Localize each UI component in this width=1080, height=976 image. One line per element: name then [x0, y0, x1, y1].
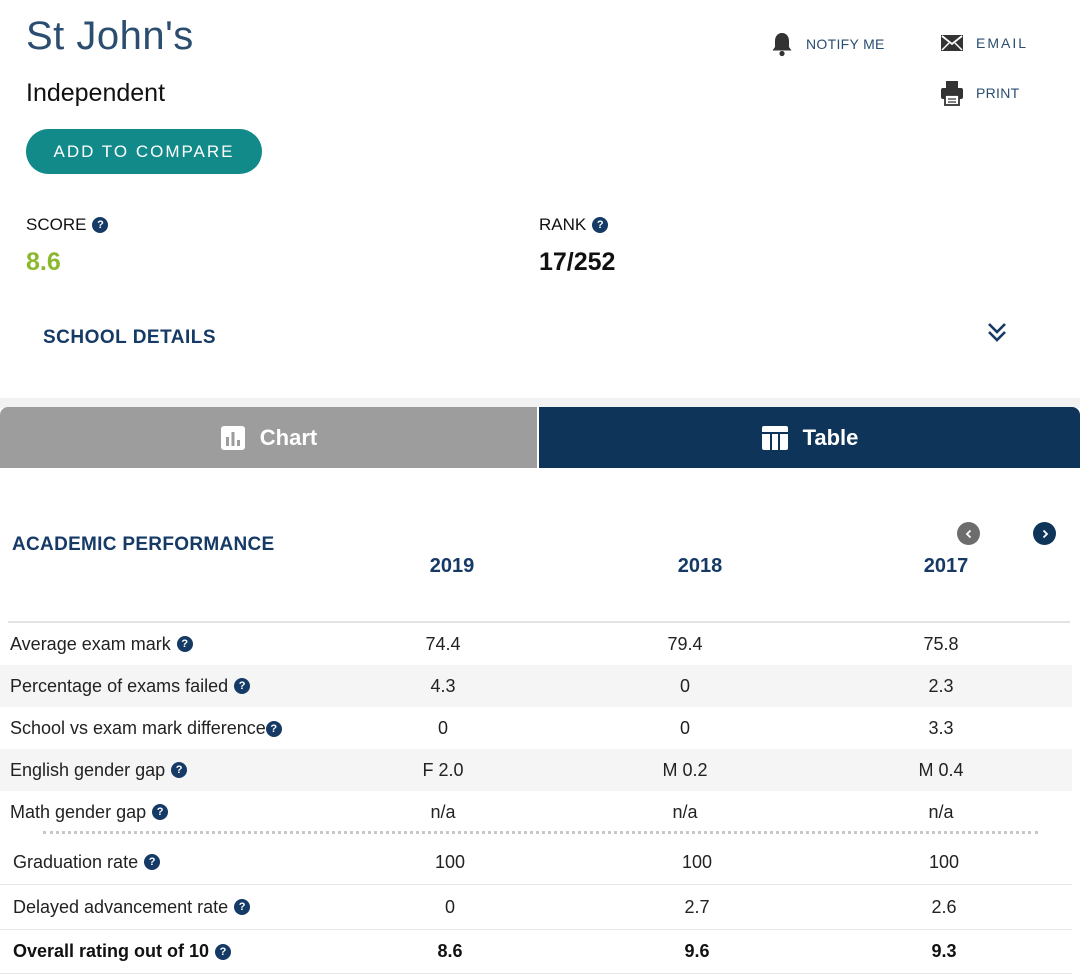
- help-icon[interactable]: ?: [144, 854, 161, 870]
- notify-me-label: NOTIFY ME: [806, 36, 885, 52]
- print-button[interactable]: PRINT: [940, 80, 1020, 106]
- year-header: 2019: [429, 555, 475, 577]
- table-row: Average exam mark? 74.4 79.4 75.8: [10, 633, 959, 654]
- help-icon[interactable]: ?: [265, 721, 282, 737]
- table-row: School vs exam mark difference? 0 0 3.3: [10, 717, 954, 739]
- table-row-total: Overall rating out of 10? 8.6 9.6 9.3: [0, 930, 1072, 974]
- school-type: Independent: [26, 79, 166, 107]
- help-icon[interactable]: ?: [234, 678, 251, 694]
- table-icon: [761, 425, 788, 450]
- chevron-right-icon: [1042, 529, 1048, 538]
- year-header: 2018: [677, 555, 723, 577]
- notify-me-button[interactable]: NOTIFY ME: [770, 31, 885, 57]
- help-icon[interactable]: ?: [215, 943, 232, 960]
- previous-year-button[interactable]: [957, 522, 980, 545]
- help-icon[interactable]: ?: [152, 804, 169, 820]
- print-label: PRINT: [976, 85, 1020, 101]
- chevron-left-icon: [965, 529, 971, 538]
- next-year-button[interactable]: [1033, 522, 1056, 545]
- table-row: Delayed advancement rate? 0 2.7 2.6: [0, 885, 1072, 930]
- table-row: Percentage of exams failed? 4.3 0 2.3: [0, 665, 1072, 707]
- table-row: Math gender gap? n/a n/a n/a: [10, 801, 954, 822]
- section-title: ACADEMIC PERFORMANCE: [12, 534, 275, 555]
- table-row: English gender gap? F 2.0 M 0.2 M 0.4: [0, 749, 1072, 791]
- help-icon[interactable]: ?: [234, 899, 251, 915]
- rank-value: 17/252: [539, 248, 616, 276]
- section-divider: [0, 398, 1080, 408]
- tab-chart[interactable]: Chart: [0, 407, 537, 468]
- rank-label: RANK ?: [539, 215, 609, 235]
- envelope-icon: [941, 35, 963, 51]
- help-icon[interactable]: ?: [92, 217, 109, 233]
- email-label: EMAIL: [976, 35, 1029, 51]
- help-icon[interactable]: ?: [171, 762, 188, 778]
- table-row: Graduation rate? 100 100 100: [0, 840, 1072, 885]
- help-icon[interactable]: ?: [176, 636, 193, 652]
- email-button[interactable]: EMAIL: [940, 33, 1028, 53]
- score-value: 8.6: [26, 248, 61, 276]
- double-chevron-down-icon[interactable]: [984, 320, 1010, 351]
- tab-table[interactable]: Table: [539, 407, 1080, 468]
- bell-icon: [772, 33, 792, 57]
- bar-chart-icon: [220, 425, 245, 450]
- view-tabs: Chart Table: [0, 407, 1080, 468]
- school-details-toggle[interactable]: SCHOOL DETAILS: [43, 327, 217, 348]
- help-icon[interactable]: ?: [592, 217, 609, 233]
- year-header: 2017: [923, 555, 969, 577]
- school-name: St John's: [26, 14, 194, 58]
- dotted-separator: [43, 831, 1038, 835]
- add-to-compare-button[interactable]: ADD TO COMPARE: [26, 129, 262, 174]
- score-label: SCORE ?: [26, 215, 109, 235]
- table-header-rule: [8, 621, 1070, 623]
- printer-icon: [941, 81, 963, 106]
